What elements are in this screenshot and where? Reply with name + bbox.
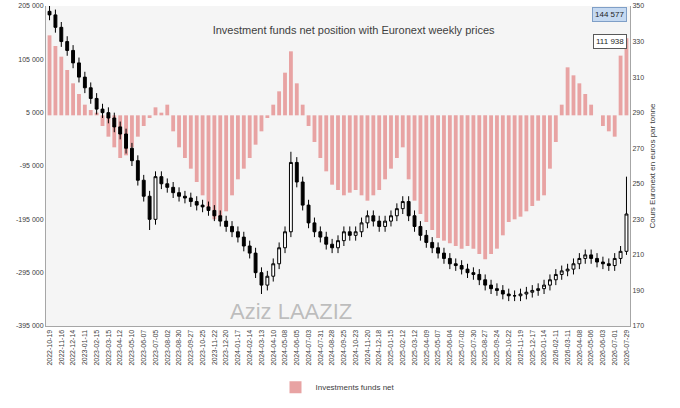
svg-text:2025-10-22: 2025-10-22 xyxy=(505,330,512,366)
svg-text:2023-08-30: 2023-08-30 xyxy=(175,330,182,366)
svg-text:2023-08-02: 2023-08-02 xyxy=(164,330,171,366)
svg-text:5 000: 5 000 xyxy=(26,109,44,116)
svg-text:2024-10-23: 2024-10-23 xyxy=(352,330,359,366)
svg-text:2024-05-08: 2024-05-08 xyxy=(281,330,288,366)
svg-text:2025-04-09: 2025-04-09 xyxy=(423,330,430,366)
svg-text:2026-06-03: 2026-06-03 xyxy=(599,330,606,366)
svg-text:2023-01-11: 2023-01-11 xyxy=(81,330,88,365)
svg-text:2025-07-30: 2025-07-30 xyxy=(470,330,477,366)
svg-text:2022-12-14: 2022-12-14 xyxy=(69,330,76,366)
svg-text:Aziz LAAZIZ: Aziz LAAZIZ xyxy=(230,299,352,324)
svg-text:2026-07-29: 2026-07-29 xyxy=(623,330,630,366)
svg-text:2026-07-01: 2026-07-01 xyxy=(611,330,618,366)
svg-text:2023-10-25: 2023-10-25 xyxy=(199,330,206,366)
svg-text:2024-09-25: 2024-09-25 xyxy=(340,330,347,366)
svg-text:2023-06-07: 2023-06-07 xyxy=(140,330,147,366)
svg-text:250: 250 xyxy=(632,180,644,187)
svg-text:2025-03-12: 2025-03-12 xyxy=(411,330,418,366)
svg-text:350: 350 xyxy=(632,2,644,9)
svg-text:2025-08-27: 2025-08-27 xyxy=(481,330,488,366)
svg-text:Cours Euronext en euros par to: Cours Euronext en euros par tonne xyxy=(648,103,657,229)
svg-text:330: 330 xyxy=(632,38,644,45)
svg-text:2025-07-02: 2025-07-02 xyxy=(458,330,465,366)
svg-text:2024-02-14: 2024-02-14 xyxy=(246,330,253,366)
svg-text:2025-02-12: 2025-02-12 xyxy=(399,330,406,366)
svg-text:2023-02-15: 2023-02-15 xyxy=(93,330,100,366)
svg-text:190: 190 xyxy=(632,287,644,294)
svg-text:2025-01-15: 2025-01-15 xyxy=(387,330,394,366)
svg-text:105 000: 105 000 xyxy=(18,56,43,63)
svg-text:2026-04-08: 2026-04-08 xyxy=(576,330,583,366)
svg-text:2024-08-28: 2024-08-28 xyxy=(328,330,335,366)
svg-text:2024-12-18: 2024-12-18 xyxy=(375,330,382,366)
svg-text:-95 000: -95 000 xyxy=(20,162,44,169)
svg-text:310: 310 xyxy=(632,74,644,81)
svg-text:2025-11-19: 2025-11-19 xyxy=(517,330,524,365)
svg-text:-395 000: -395 000 xyxy=(16,322,44,329)
svg-text:2024-07-03: 2024-07-03 xyxy=(305,330,312,366)
svg-text:2026-01-14: 2026-01-14 xyxy=(540,330,547,366)
svg-text:2026-03-11: 2026-03-11 xyxy=(564,330,571,365)
svg-text:2025-05-07: 2025-05-07 xyxy=(434,330,441,366)
svg-text:Investments funds net: Investments funds net xyxy=(316,383,395,392)
svg-text:210: 210 xyxy=(632,251,644,258)
svg-text:270: 270 xyxy=(632,145,644,152)
svg-text:2026-05-06: 2026-05-06 xyxy=(587,330,594,366)
svg-text:205 000: 205 000 xyxy=(18,2,43,9)
svg-text:2023-07-05: 2023-07-05 xyxy=(152,330,159,366)
svg-text:2024-04-10: 2024-04-10 xyxy=(270,330,277,366)
svg-text:170: 170 xyxy=(632,322,644,329)
svg-text:2026-02-11: 2026-02-11 xyxy=(552,330,559,365)
svg-text:144 577: 144 577 xyxy=(595,10,624,19)
svg-text:2023-09-27: 2023-09-27 xyxy=(187,330,194,366)
svg-text:2025-09-24: 2025-09-24 xyxy=(493,330,500,366)
svg-text:2024-01-17: 2024-01-17 xyxy=(234,330,241,366)
svg-text:-295 000: -295 000 xyxy=(16,269,44,276)
svg-text:2024-11-20: 2024-11-20 xyxy=(364,330,371,365)
svg-text:2024-07-31: 2024-07-31 xyxy=(317,330,324,366)
svg-text:2025-12-17: 2025-12-17 xyxy=(529,330,536,366)
svg-text:2023-03-15: 2023-03-15 xyxy=(105,330,112,366)
svg-text:2024-03-13: 2024-03-13 xyxy=(258,330,265,366)
svg-text:111 938: 111 938 xyxy=(596,37,624,46)
svg-text:230: 230 xyxy=(632,216,644,223)
svg-text:2023-04-12: 2023-04-12 xyxy=(116,330,123,366)
svg-text:2023-11-22: 2023-11-22 xyxy=(211,330,218,365)
svg-text:2023-05-10: 2023-05-10 xyxy=(128,330,135,366)
svg-text:2024-06-05: 2024-06-05 xyxy=(293,330,300,366)
svg-text:2025-06-04: 2025-06-04 xyxy=(446,330,453,366)
svg-text:2022-11-16: 2022-11-16 xyxy=(58,330,65,365)
svg-text:290: 290 xyxy=(632,109,644,116)
svg-text:2023-12-20: 2023-12-20 xyxy=(222,330,229,366)
svg-text:-195 000: -195 000 xyxy=(16,216,44,223)
svg-text:2022-10-19: 2022-10-19 xyxy=(46,330,53,366)
svg-text:Investment funds net position: Investment funds net position with Euron… xyxy=(213,24,495,36)
